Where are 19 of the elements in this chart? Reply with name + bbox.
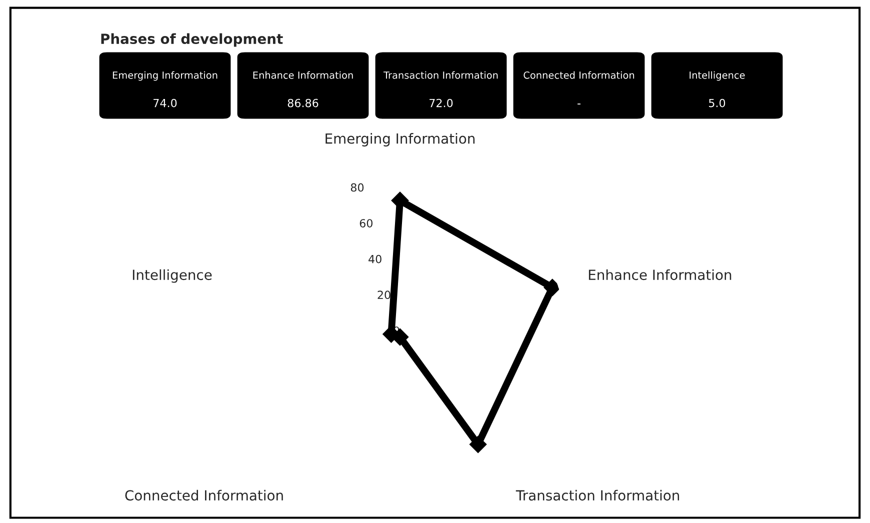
text: 72.0 [430, 98, 453, 108]
category-label: Emerging Information [112, 71, 218, 81]
y-tick-label: 80 [350, 183, 364, 192]
category-label: Transaction Information [383, 71, 498, 79]
y-tick-label: 20 [378, 290, 390, 300]
chart-title: Phases of development [101, 33, 283, 47]
category-label: Intelligence [690, 71, 745, 81]
spoke-label: Enhance Information [588, 269, 732, 280]
spoke-label: Connected Information [125, 490, 283, 501]
text: 5.0 [709, 98, 726, 108]
spoke-label: Emerging Information [326, 133, 475, 146]
y-tick-label: 60 [360, 219, 372, 228]
text: 74.0 [154, 98, 177, 108]
y-tick-label: 40 [368, 254, 382, 264]
spoke-label: Transaction Information [516, 490, 680, 501]
spoke-label: Intelligence [132, 269, 212, 283]
text: 86.86 [288, 98, 318, 108]
category-label: Connected Information [524, 71, 634, 79]
category-label: Enhance Information [253, 71, 353, 79]
